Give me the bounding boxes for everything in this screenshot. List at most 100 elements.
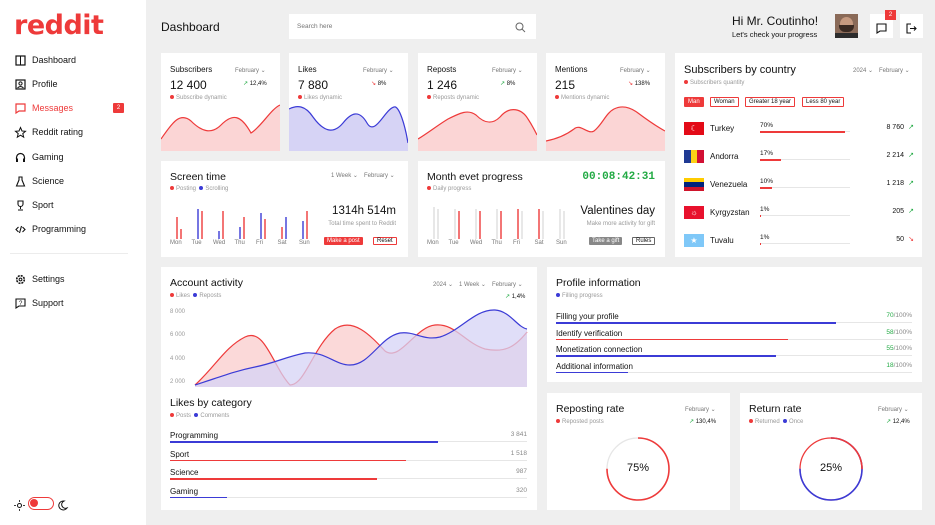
search-bar[interactable]	[289, 14, 536, 39]
country-pct: 17%	[760, 150, 774, 157]
reposting-change: ↗ 130,4%	[689, 419, 717, 425]
return-change: ↗ 12,4%	[886, 419, 910, 425]
profile-title: Profile information	[556, 277, 641, 289]
country-value: 2 214	[886, 152, 904, 159]
category-bar	[170, 478, 377, 480]
filter-woman[interactable]: Woman	[710, 97, 739, 107]
toggle-switch[interactable]	[28, 497, 54, 510]
search-input[interactable]	[297, 20, 497, 33]
category-track	[170, 496, 527, 498]
profile-caption: Filling progress	[556, 293, 603, 299]
sidebar-item-gaming[interactable]: Gaming	[14, 150, 128, 164]
day-label: Thu	[491, 240, 502, 246]
profile-item-name: Identify verification	[556, 328, 623, 338]
trophy-icon	[14, 199, 26, 211]
day-label: Sun	[556, 240, 567, 246]
return-card: Return rate Returned Once February ⌄ ↗ 1…	[740, 393, 922, 510]
stat-card-mentions: Mentions February ⌄ 215 ↘ 138% Mentions …	[546, 53, 665, 151]
category-value: 3 841	[510, 431, 527, 438]
profile-track	[556, 371, 912, 373]
stat-title: Mentions	[555, 65, 588, 74]
trend-icon: ↗	[908, 152, 914, 159]
filter-man[interactable]: Man	[684, 97, 704, 107]
return-value: 25%	[819, 462, 843, 474]
month-select[interactable]: February ⌄	[879, 68, 910, 74]
theme-toggle[interactable]	[14, 497, 70, 511]
country-pct: 1%	[760, 206, 770, 213]
greeting: Hi Mr. Coutinho!	[732, 14, 819, 28]
sidebar-item-label: Reddit rating	[32, 127, 84, 137]
month-select[interactable]: February ⌄	[364, 173, 395, 179]
reset-button[interactable]: Reset	[373, 237, 397, 245]
categories-legend: Posts Comments	[170, 413, 229, 419]
day-label: Tue	[448, 240, 459, 246]
chat-icon	[876, 21, 887, 39]
sidebar-item-programming[interactable]: Programming	[14, 222, 128, 236]
category-name: Programming	[170, 431, 219, 440]
country-bar	[760, 243, 761, 245]
range-select[interactable]: 1 Week ⌄	[331, 173, 358, 179]
month-select[interactable]: February ⌄	[492, 68, 523, 74]
month-select[interactable]: February ⌄	[878, 407, 909, 413]
range-select[interactable]: 1 Week ⌄	[459, 282, 486, 288]
screen-time-value: 1314h 514m	[332, 205, 396, 217]
take-gift-button[interactable]: Take a gift	[589, 237, 623, 245]
year-select[interactable]: 2024 ⌄	[433, 282, 454, 288]
activity-chart	[194, 309, 528, 387]
notifications-button[interactable]: 2	[870, 10, 896, 39]
event-progress-bars	[433, 207, 565, 239]
rules-button[interactable]: Rules	[632, 237, 656, 245]
country-title: Subscribers by country	[684, 64, 796, 76]
main-area: Dashboard Hi Mr. Coutinho! Let's check y…	[146, 0, 935, 525]
country-pct: 70%	[760, 122, 774, 129]
category-bar	[170, 441, 438, 443]
filter-greater-18[interactable]: Greater 18 year	[745, 97, 796, 107]
country-track	[760, 215, 850, 216]
sidebar-item-dashboard[interactable]: Dashboard	[14, 53, 128, 67]
sparkline-line	[161, 104, 280, 140]
stat-change: ↘ 8%	[371, 81, 387, 87]
country-name: Andorra	[710, 152, 739, 161]
month-event-title: Month evet progress	[427, 171, 523, 183]
logout-button[interactable]	[900, 14, 923, 38]
sidebar-item-sport[interactable]: Sport	[14, 198, 128, 212]
sidebar-item-settings[interactable]: Settings	[14, 272, 128, 286]
stat-change: ↗ 8%	[500, 81, 516, 87]
month-select[interactable]: February ⌄	[620, 68, 651, 74]
trend-icon: ↗	[908, 124, 914, 131]
reddit-logo[interactable]: reddit	[14, 10, 104, 41]
star-icon	[13, 125, 27, 138]
day-label: Tue	[191, 240, 202, 246]
sparkline-area	[161, 105, 280, 151]
flag-icon	[684, 150, 705, 163]
sidebar-item-science[interactable]: Science	[14, 174, 128, 188]
sidebar-item-support[interactable]: ? Support	[14, 296, 128, 310]
month-select[interactable]: February ⌄	[685, 407, 716, 413]
sidebar-item-messages[interactable]: Messages 2	[14, 101, 128, 115]
month-select[interactable]: February ⌄	[363, 68, 394, 74]
day-label: Sat	[277, 240, 287, 246]
avatar[interactable]	[835, 14, 858, 38]
sidebar-item-reddit-rating[interactable]: Reddit rating	[13, 125, 128, 139]
screen-time-card: Screen time Posting Scrolling 1 Week ⌄ F…	[161, 161, 408, 257]
country-name: Tuvalu	[710, 236, 734, 245]
stat-sparkline	[546, 106, 665, 151]
stat-value: 12 400	[170, 78, 207, 92]
profile-bar	[556, 338, 788, 340]
country-bar	[760, 215, 761, 217]
month-select[interactable]: February ⌄	[235, 68, 266, 74]
search-icon[interactable]	[515, 20, 526, 38]
stat-title: Reposts	[427, 65, 457, 74]
year-select[interactable]: 2024 ⌄	[853, 68, 874, 74]
reposts-area	[195, 309, 527, 387]
month-select[interactable]: February ⌄	[492, 282, 523, 288]
sidebar-item-profile[interactable]: Profile	[14, 77, 128, 91]
month-event-caption: Daily progress	[427, 186, 471, 192]
reposts-line	[194, 309, 528, 386]
make-post-button[interactable]: Make a post	[324, 237, 363, 245]
filter-less-80[interactable]: Less 80 year	[802, 97, 845, 107]
stat-title: Likes	[298, 65, 317, 74]
stat-caption: Subscribe dynamic	[170, 95, 227, 101]
profile-item-value: 18/100%	[886, 361, 912, 369]
stat-sparkline	[161, 104, 280, 151]
